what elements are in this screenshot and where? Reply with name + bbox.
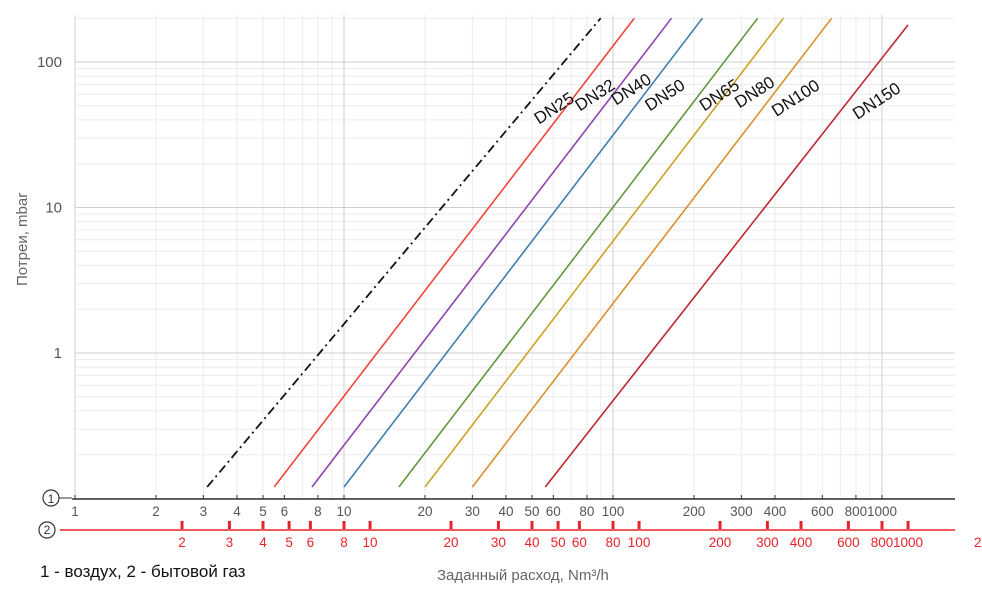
- axis1-tick-label: 80: [579, 504, 594, 519]
- axis1-tick-label: 1000: [867, 504, 897, 519]
- axis2-tick: [287, 521, 291, 529]
- axis2-tick: [496, 521, 500, 529]
- axis2-tick: [261, 521, 265, 529]
- series-line-dn25: [206, 17, 602, 488]
- major-grid: [74, 15, 955, 500]
- axis2-tick: [530, 521, 534, 529]
- axis2-marker-label: 2: [44, 523, 51, 537]
- axis2-tick-label: 60: [572, 535, 587, 550]
- axis1-tick-label: 5: [259, 504, 267, 519]
- axis2-tick-label: 100: [628, 535, 651, 550]
- series-lines: [206, 17, 909, 488]
- y-axis-label: Потреи, mbar: [14, 192, 31, 286]
- axis2-tick-label: 6: [307, 535, 315, 550]
- axis2-tick: [718, 521, 722, 529]
- axis2-tick-label: 2000: [974, 535, 982, 550]
- axis1-tick-label: 40: [498, 504, 513, 519]
- axis1-tick-label: 8: [314, 504, 322, 519]
- x-axis-gas: 2 2 3 4 5 6 8 10 20 30 40 50 60 80 100 200 300 400 600 800 1…: [38, 521, 982, 550]
- y-tick-label: 10: [45, 200, 62, 217]
- axis2-tick-label: 200: [709, 535, 732, 550]
- axis1-tick-label: 800: [845, 504, 868, 519]
- axis2-tick-label: 400: [790, 535, 813, 550]
- axis2-tick: [611, 521, 615, 529]
- axis1-tick-label: 50: [525, 504, 540, 519]
- axis1-tick-label: 100: [602, 504, 625, 519]
- axis2-tick-label: 4: [259, 535, 267, 550]
- axis2-tick-label: 40: [525, 535, 540, 550]
- axis2-tick-label: 30: [491, 535, 506, 550]
- axis1-tick-label: 30: [465, 504, 480, 519]
- axis2-tick: [880, 521, 884, 529]
- axis2-tick: [449, 521, 453, 529]
- axis2-tick: [556, 521, 560, 529]
- axis2-tick-label: 50: [551, 535, 566, 550]
- axis2-tick: [577, 521, 581, 529]
- axis1-tick-label: 400: [764, 504, 787, 519]
- axis2-marker: [38, 521, 56, 539]
- axis1-tick-label: 300: [730, 504, 753, 519]
- axis2-tick-label: 5: [285, 535, 293, 550]
- axis2-tick-label: 10: [363, 535, 378, 550]
- axis1-tick-label: 6: [281, 504, 289, 519]
- axis1-tick-label: 20: [417, 504, 432, 519]
- axis2-tick: [765, 521, 769, 529]
- axis2-tick-label: 600: [837, 535, 860, 550]
- axis2-tick-label: 300: [756, 535, 779, 550]
- axis2-tick-label: 2: [178, 535, 186, 550]
- axis2-tick: [846, 521, 850, 529]
- axis1-tick-label: 3: [200, 504, 208, 519]
- axis1-marker-label: 1: [48, 492, 55, 506]
- axis2-tick-label: 3: [226, 535, 234, 550]
- axis1-tick-label: 1: [71, 504, 79, 519]
- axis2-tick: [342, 521, 346, 529]
- series-label-dn100: DN100: [768, 76, 823, 121]
- axis1-tick-label: 600: [811, 504, 834, 519]
- axis2-tick-label: 20: [444, 535, 459, 550]
- axis2-tick: [227, 521, 231, 529]
- axis2-tick: [308, 521, 312, 529]
- series-line-dn150: [544, 24, 909, 488]
- axis2-tick: [368, 521, 372, 529]
- axis2-tick: [180, 521, 184, 529]
- series-line-dn100: [471, 17, 833, 488]
- series-line-dn65: [398, 17, 759, 488]
- x-axis-air: 1 1 2 3 4 5 6 8 10 20 30 40 50 60 80 100 200 300 400 600 800…: [42, 489, 955, 519]
- axis-legend-note: 1 - воздух, 2 - бытовой газ: [40, 562, 246, 581]
- minor-grid: [75, 15, 955, 500]
- axis2-tick-label: 80: [605, 535, 620, 550]
- y-tick-label: 100: [37, 54, 62, 71]
- series-line-dn50: [343, 17, 704, 488]
- y-tick-labels: 1 10 100: [37, 54, 62, 362]
- axis1-tick-label: 60: [546, 504, 561, 519]
- x-axis-label: Заданный расход, Nm³/h: [437, 567, 609, 584]
- axis2-tick-label: 800: [871, 535, 894, 550]
- axis1-tick-label: 4: [233, 504, 241, 519]
- y-tick-label: 1: [54, 345, 62, 362]
- axis2-tick-label: 8: [340, 535, 348, 550]
- axis2-tick: [637, 521, 641, 529]
- axis1-tick-label: 2: [152, 504, 160, 519]
- series-line-dn80: [424, 17, 785, 488]
- axis2-tick-label: 1000: [893, 535, 923, 550]
- series-line-dn32: [273, 17, 635, 488]
- series-line-dn40: [311, 17, 673, 488]
- axis1-tick-label: 200: [683, 504, 706, 519]
- series-label-dn150: DN150: [849, 79, 904, 124]
- axis2-tick: [906, 521, 910, 529]
- axis1-tick-label: 10: [336, 504, 351, 519]
- axis2-tick: [799, 521, 803, 529]
